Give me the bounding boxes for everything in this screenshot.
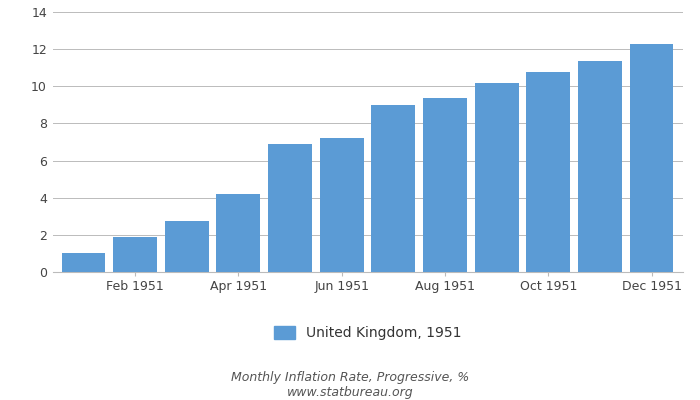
Text: Monthly Inflation Rate, Progressive, %: Monthly Inflation Rate, Progressive, % [231,372,469,384]
Bar [113,237,157,272]
Bar [216,194,260,272]
Bar [268,144,312,272]
Bar [372,105,415,272]
Bar [629,44,673,272]
Bar [423,98,467,272]
Bar [526,72,570,272]
Bar [62,254,106,272]
Text: www.statbureau.org: www.statbureau.org [287,386,413,399]
Bar [578,61,622,272]
Bar [320,138,363,272]
Bar [475,82,519,272]
Bar [164,221,209,272]
Legend: United Kingdom, 1951: United Kingdom, 1951 [268,320,467,346]
